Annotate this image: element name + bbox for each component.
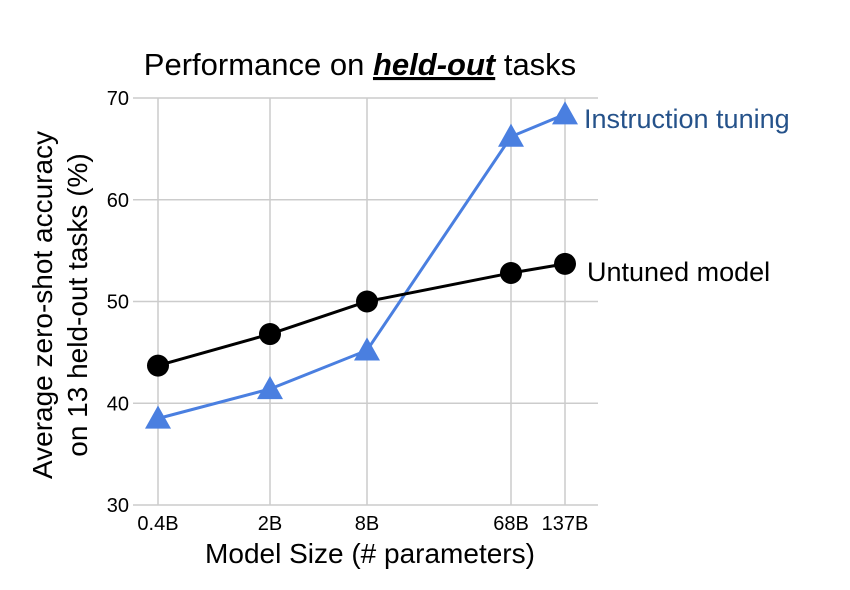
chart-title: Performance on held-out tasks [144,47,576,82]
y-axis-label: Average zero-shot accuracy on 13 held-ou… [27,131,93,479]
series-label: Untuned model [587,257,770,287]
triangle-marker [552,101,578,125]
triangle-marker [145,405,171,429]
y-tick-label: 40 [107,393,129,415]
y-tick-label: 30 [107,495,129,517]
x-tick-label: 2B [258,513,282,535]
y-axis-label-line2: on 13 held-out tasks (%) [62,153,93,457]
triangle-marker [354,337,380,361]
series-lines [145,101,578,429]
circle-marker [500,262,522,285]
x-tick-label: 8B [355,513,379,535]
circle-marker [147,354,169,377]
chart-title-emphasis: held-out [373,47,497,82]
y-tick-label: 50 [107,292,129,314]
x-tick-label: 0.4B [137,513,178,535]
x-axis-label: Model Size (# parameters) [205,538,535,569]
triangle-marker [498,123,524,147]
circle-marker [554,252,576,275]
y-tick-label: 60 [107,190,129,212]
tick-labels: 30 40 50 60 70 0.4B 2B 8B 68B 137B [107,88,589,535]
y-tick-label: 70 [107,88,129,110]
y-axis-label-line1: Average zero-shot accuracy [27,131,58,479]
series-label: Instruction tuning [584,104,790,134]
triangle-marker [257,376,283,400]
circle-marker [259,323,281,346]
x-tick-label: 137B [542,513,589,535]
chart-title-suffix: tasks [495,47,576,82]
series-labels: Instruction tuning Untuned model [584,104,790,287]
x-tick-label: 68B [493,513,529,535]
circle-marker [356,290,378,313]
chart-title-prefix: Performance on [144,47,373,82]
